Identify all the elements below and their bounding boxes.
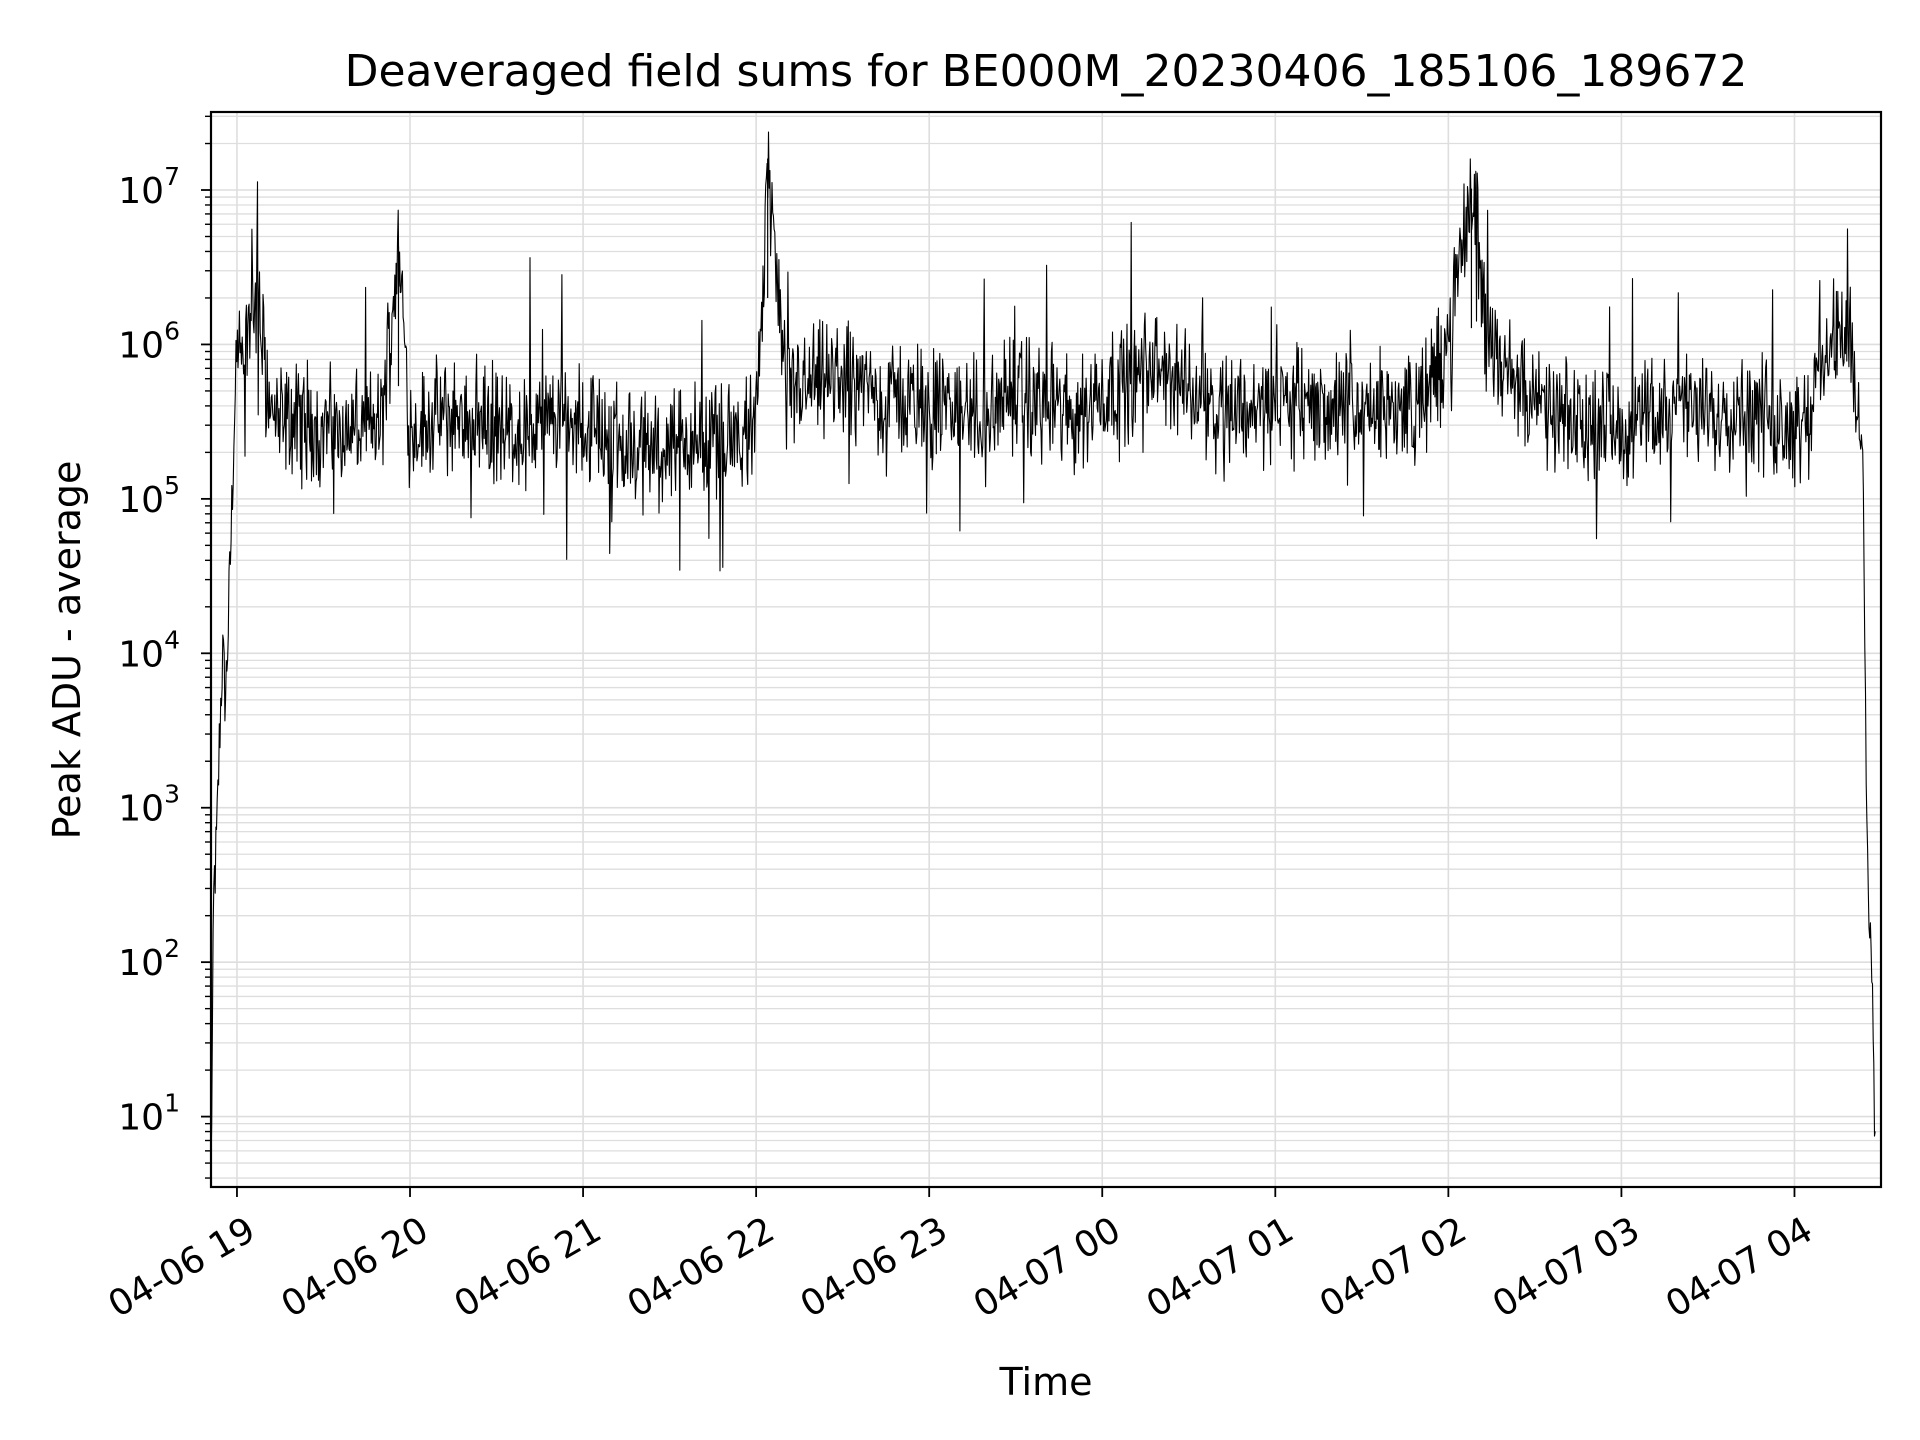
y-tick-base: 10 (118, 1098, 164, 1139)
grid-lines (211, 112, 1881, 1187)
plot-frame (209, 110, 1883, 1189)
y-tick-label: 101 (118, 1089, 180, 1139)
y-tick-exponent: 2 (164, 934, 180, 963)
series-layer (210, 131, 1876, 1167)
y-tick-exponent: 4 (164, 625, 180, 654)
x-axis-label: Time (999, 1360, 1093, 1404)
y-tick-label: 102 (118, 934, 180, 984)
chart-title: Deaveraged field sums for BE000M_2023040… (345, 46, 1748, 97)
y-tick-label: 105 (118, 471, 180, 521)
y-tick-exponent: 3 (164, 780, 180, 809)
y-tick-base: 10 (118, 943, 164, 984)
y-tick-base: 10 (118, 634, 164, 675)
y-tick-exponent: 5 (164, 471, 180, 500)
y-tick-label: 103 (118, 780, 180, 830)
y-axis-label: Peak ADU - average (45, 461, 89, 840)
y-tick-base: 10 (118, 480, 164, 521)
y-tick-exponent: 6 (164, 316, 180, 345)
y-tick-label: 106 (118, 316, 180, 366)
y-tick-base: 10 (118, 789, 164, 830)
y-tick-exponent: 1 (164, 1089, 180, 1118)
y-tick-base: 10 (118, 325, 164, 366)
y-tick-exponent: 7 (164, 162, 180, 191)
y-tick-label: 104 (118, 625, 180, 675)
data-line (210, 131, 1876, 1167)
y-tick-label: 107 (118, 162, 180, 212)
y-tick-base: 10 (118, 171, 164, 212)
